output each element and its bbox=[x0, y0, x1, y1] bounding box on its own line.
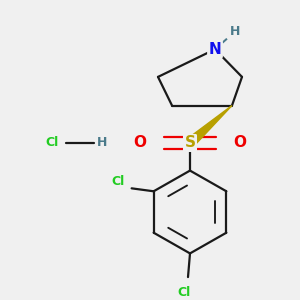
Text: O: O bbox=[134, 136, 146, 151]
Text: H: H bbox=[97, 136, 107, 149]
Text: Cl: Cl bbox=[177, 286, 190, 299]
Polygon shape bbox=[187, 106, 232, 147]
Text: Cl: Cl bbox=[111, 175, 124, 188]
Text: N: N bbox=[208, 42, 221, 57]
Text: O: O bbox=[233, 136, 247, 151]
Text: Cl: Cl bbox=[45, 136, 58, 149]
Text: S: S bbox=[184, 136, 196, 151]
Text: H: H bbox=[230, 25, 240, 38]
